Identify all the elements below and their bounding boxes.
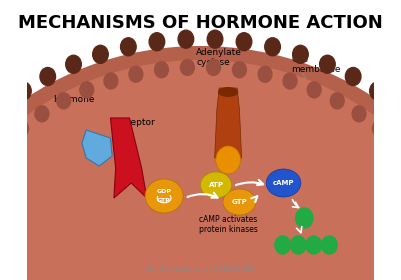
- Polygon shape: [110, 118, 147, 198]
- Circle shape: [290, 236, 306, 254]
- Circle shape: [352, 106, 366, 122]
- Circle shape: [0, 137, 10, 153]
- Circle shape: [320, 55, 335, 73]
- Circle shape: [178, 30, 194, 48]
- Text: Cell
membrane: Cell membrane: [291, 55, 341, 74]
- Circle shape: [207, 59, 221, 75]
- Ellipse shape: [200, 172, 232, 198]
- Circle shape: [391, 137, 401, 153]
- Circle shape: [233, 62, 246, 78]
- Text: shutterstock.com · 189513005: shutterstock.com · 189513005: [146, 266, 255, 272]
- Circle shape: [275, 236, 290, 254]
- Circle shape: [392, 99, 401, 116]
- Circle shape: [149, 33, 165, 51]
- Circle shape: [40, 67, 56, 85]
- Circle shape: [293, 45, 308, 63]
- Ellipse shape: [0, 70, 401, 280]
- Circle shape: [207, 30, 223, 48]
- Polygon shape: [215, 88, 242, 158]
- Text: MECHANISMS OF HORMONE ACTION: MECHANISMS OF HORMONE ACTION: [18, 14, 383, 32]
- Circle shape: [80, 82, 94, 98]
- Text: ATP: ATP: [209, 182, 223, 188]
- Circle shape: [104, 73, 118, 89]
- Ellipse shape: [216, 146, 241, 174]
- Ellipse shape: [266, 169, 301, 197]
- Circle shape: [35, 106, 49, 122]
- Circle shape: [154, 62, 168, 78]
- Text: cAMP activates
protein kinases: cAMP activates protein kinases: [199, 215, 257, 234]
- Ellipse shape: [218, 87, 238, 97]
- Circle shape: [180, 59, 194, 75]
- Circle shape: [306, 236, 322, 254]
- Circle shape: [121, 38, 136, 56]
- Circle shape: [307, 82, 321, 98]
- Circle shape: [345, 67, 361, 85]
- Circle shape: [330, 93, 344, 109]
- Circle shape: [57, 93, 71, 109]
- Circle shape: [15, 121, 28, 137]
- Text: cAMP: cAMP: [273, 180, 294, 186]
- Circle shape: [236, 33, 252, 51]
- Ellipse shape: [145, 179, 183, 213]
- Circle shape: [0, 99, 8, 116]
- Circle shape: [283, 73, 297, 89]
- Text: GDP: GDP: [157, 188, 172, 193]
- Circle shape: [258, 66, 272, 82]
- Circle shape: [265, 38, 280, 56]
- Text: GTP: GTP: [157, 199, 171, 204]
- Text: GTP: GTP: [231, 199, 247, 205]
- Polygon shape: [82, 130, 112, 166]
- Ellipse shape: [223, 189, 256, 215]
- Text: Hormone: Hormone: [53, 95, 95, 104]
- Circle shape: [322, 236, 337, 254]
- Ellipse shape: [0, 60, 401, 280]
- Text: Receptor: Receptor: [114, 118, 155, 127]
- Circle shape: [373, 121, 386, 137]
- Circle shape: [370, 82, 385, 100]
- Text: Adenylate
cyclase: Adenylate cyclase: [196, 48, 242, 67]
- Circle shape: [16, 82, 31, 100]
- Circle shape: [66, 55, 81, 73]
- Circle shape: [93, 45, 108, 63]
- Circle shape: [296, 208, 313, 228]
- Ellipse shape: [0, 46, 401, 280]
- Circle shape: [129, 66, 143, 82]
